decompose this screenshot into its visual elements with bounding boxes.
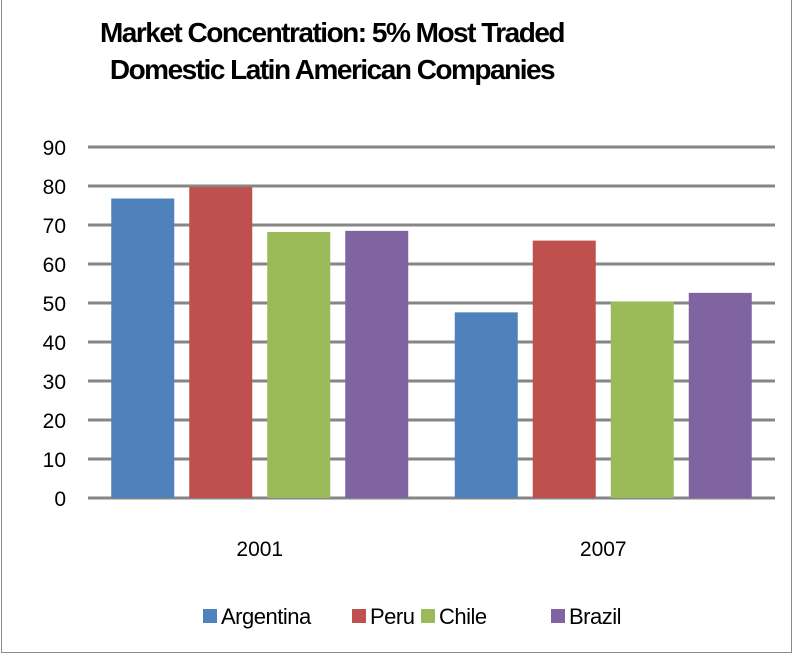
bar-brazil-2007 — [688, 292, 752, 498]
y-tick-label: 10 — [43, 449, 66, 472]
bar-argentina-2001 — [111, 198, 175, 499]
x-tick-labels: 2001 2007 — [236, 538, 626, 561]
legend-label-brazil: Brazil — [569, 604, 621, 629]
legend-swatch-peru — [352, 609, 366, 623]
bar-brazil-2001 — [345, 230, 409, 498]
y-tick-label: 80 — [43, 176, 66, 199]
legend-swatch-brazil — [551, 609, 565, 623]
x-tick-label: 2007 — [580, 538, 627, 561]
y-tick-labels: 0 10 20 30 40 50 60 70 80 90 — [43, 137, 66, 511]
legend-swatch-argentina — [203, 609, 217, 623]
legend-label-peru: Peru — [370, 604, 414, 629]
y-tick-label: 90 — [43, 137, 66, 160]
legend: Argentina Peru Chile Brazil — [203, 604, 622, 629]
x-tick-label: 2001 — [236, 538, 283, 561]
bar-peru-2007 — [532, 240, 596, 498]
y-tick-label: 60 — [43, 254, 66, 277]
chart-title: Market Concentration: 5% Most Traded Dom… — [99, 17, 566, 85]
y-tick-label: 50 — [43, 293, 66, 316]
legend-swatch-chile — [421, 609, 435, 623]
bar-chile-2007 — [610, 301, 674, 498]
bar-argentina-2007 — [454, 312, 518, 498]
legend-label-argentina: Argentina — [221, 604, 312, 629]
y-tick-label: 70 — [43, 215, 66, 238]
y-tick-label: 40 — [43, 332, 66, 355]
bars — [111, 187, 752, 499]
y-tick-label: 0 — [54, 488, 66, 511]
y-tick-label: 30 — [43, 371, 66, 394]
legend-label-chile: Chile — [439, 604, 487, 629]
bar-chile-2001 — [267, 232, 331, 498]
bar-peru-2001 — [189, 187, 253, 499]
y-tick-label: 20 — [43, 410, 66, 433]
